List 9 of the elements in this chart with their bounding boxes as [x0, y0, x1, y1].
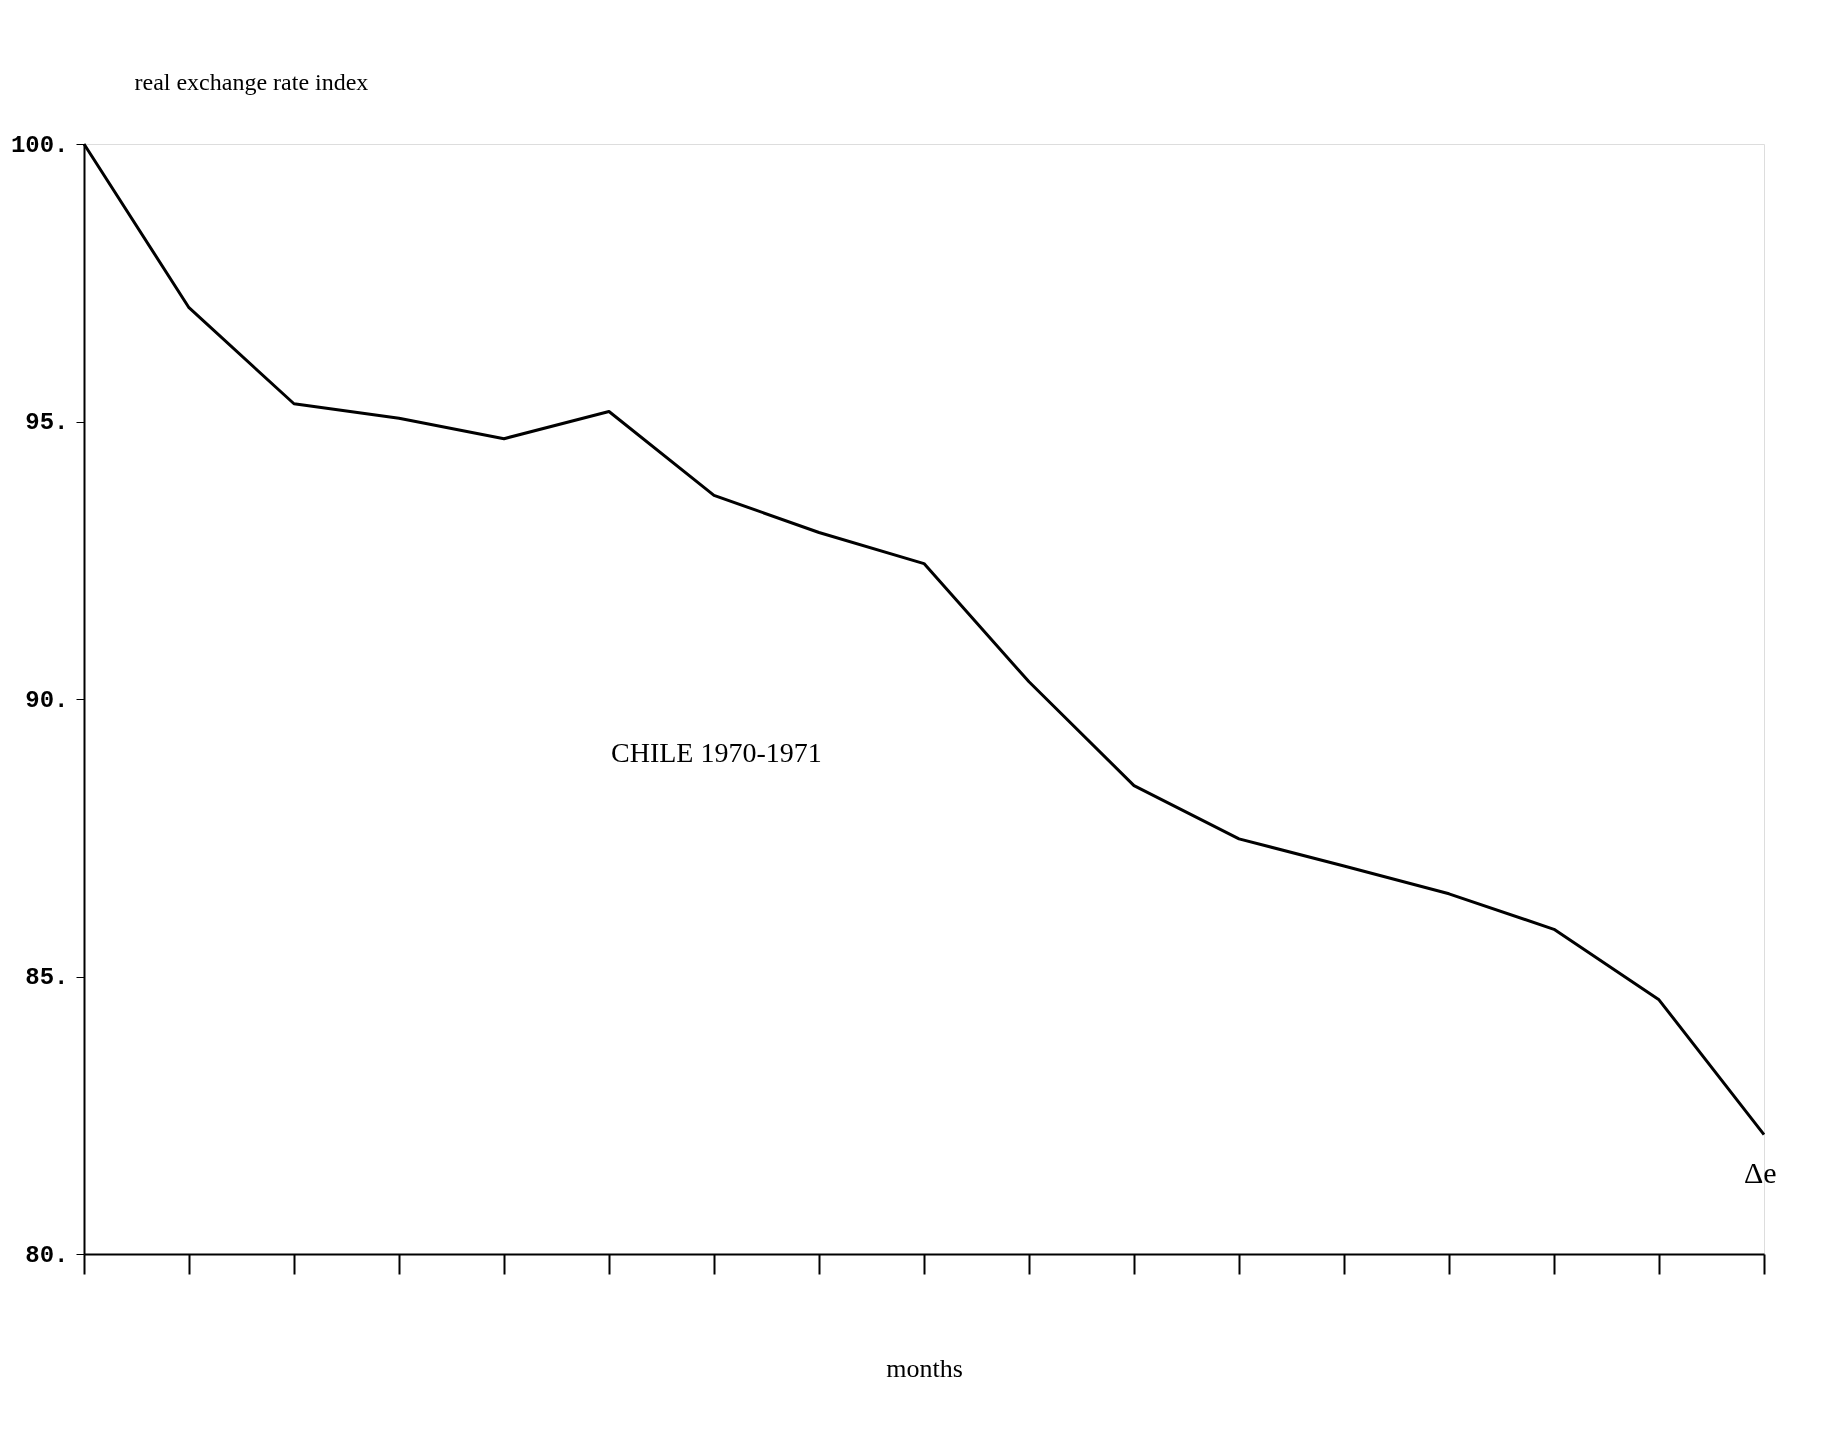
y-tick-label: 100.	[10, 131, 69, 159]
y-tick-label: 85.	[25, 964, 69, 991]
y-axis-title: real exchange rate index	[134, 68, 369, 95]
x-axis-title: months	[886, 1353, 963, 1383]
y-tick-label: 95.	[25, 409, 69, 436]
y-tick-label: 80.	[25, 1241, 69, 1269]
annotation: CHILE 1970-1971	[611, 737, 822, 768]
annotation: Δe	[1744, 1156, 1777, 1189]
y-tick-label: 90.	[25, 686, 69, 714]
